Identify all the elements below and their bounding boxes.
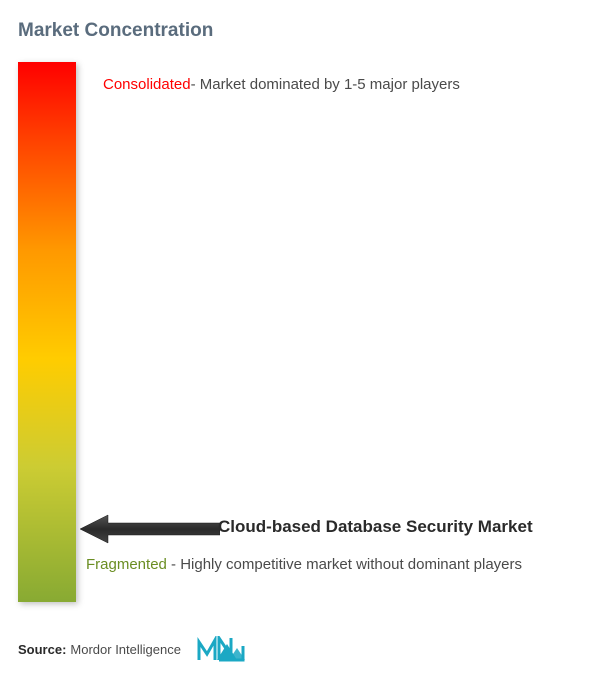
concentration-gradient-bar	[18, 62, 76, 602]
consolidated-label: Consolidated- Market dominated by 1-5 ma…	[103, 74, 460, 95]
fragmented-label: Fragmented - Highly competitive market w…	[86, 552, 590, 578]
mordor-logo-icon	[197, 636, 245, 662]
consolidated-description: - Market dominated by 1-5 major players	[191, 76, 460, 93]
market-name-label: Cloud-based Database Security Market	[218, 517, 533, 537]
source-label: Source:	[18, 642, 66, 657]
chart-title: Market Concentration	[18, 20, 590, 42]
consolidated-term: Consolidated	[103, 76, 191, 93]
market-position-arrow	[80, 512, 220, 546]
fragmented-term: Fragmented	[86, 556, 167, 573]
main-area: Consolidated- Market dominated by 1-5 ma…	[18, 62, 590, 602]
source-footer: Source: Mordor Intelligence	[18, 636, 245, 662]
fragmented-description: - Highly competitive market without domi…	[167, 556, 522, 573]
source-name: Mordor Intelligence	[70, 642, 181, 657]
chart-container: Market Concentration Consolidated	[0, 0, 608, 692]
